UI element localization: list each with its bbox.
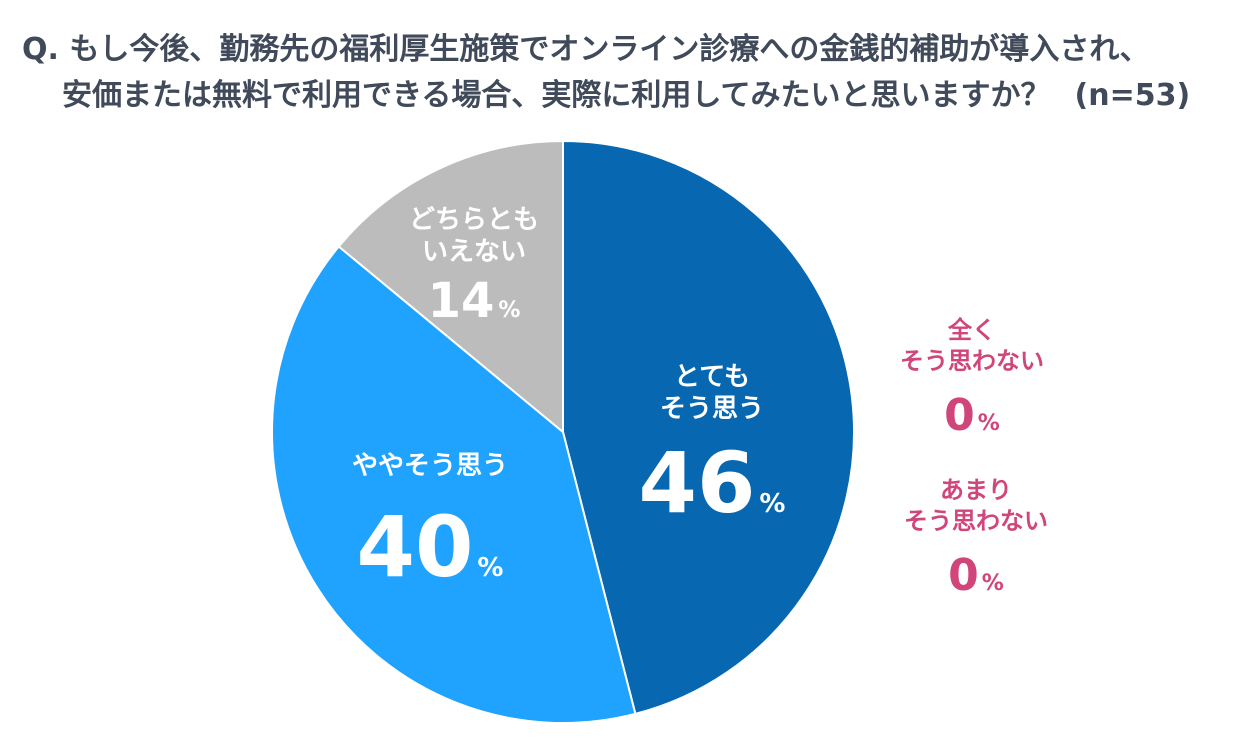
chart-title-question: 安価または無料で利用できる場合、実際に利用してみたいと思いますか？ (62, 78, 1051, 113)
zero-category-value-number-1: 0 (948, 550, 979, 601)
slice-value-1: 40% (357, 498, 504, 596)
zero-category-value-0: 0% (944, 390, 1000, 441)
slice-value-unit-0: % (759, 489, 785, 519)
slice-value-number-2: 14 (428, 273, 495, 329)
zero-category-label-0-line-0: 全く (947, 316, 996, 344)
slice-value-unit-1: % (477, 553, 503, 583)
zero-category-label-1-line-0: あまり (940, 476, 1012, 504)
slice-label-1-line-0: ややそう思う (352, 451, 508, 481)
chart-title-line-1: Q. もし今後、勤務先の福利厚生施策でオンライン診療への金銭的補助が導入され、 (22, 32, 1150, 67)
chart-title-line-2: 安価または無料で利用できる場合、実際に利用してみたいと思いますか？ (n=53) (62, 70, 1190, 114)
sample-size-label: (n=53) (1074, 78, 1191, 113)
pie-slice-2 (337, 139, 564, 435)
slice-label-2-line-1: いえない (422, 237, 526, 267)
zero-category-value-1: 0% (948, 550, 1004, 601)
pie-slice-0 (562, 139, 855, 716)
pie-slice-1 (271, 245, 637, 724)
zero-category-value-unit-1: % (982, 571, 1004, 596)
pie-slices (271, 139, 855, 724)
slice-label-0-line-1: そう思う (660, 394, 764, 424)
zero-category-value-number-0: 0 (944, 390, 975, 441)
slice-value-number-1: 40 (357, 498, 474, 596)
zero-category-label-1-line-1: そう思わない (904, 507, 1048, 535)
slice-label-2-line-0: どちらとも (409, 205, 539, 235)
zero-category-value-unit-0: % (978, 411, 1000, 436)
slice-value-0: 46% (639, 434, 786, 532)
slice-label-0-line-0: とても (674, 362, 750, 392)
slice-value-unit-2: % (498, 298, 520, 323)
zero-category-label-0-line-1: そう思わない (900, 347, 1044, 375)
slice-value-number-0: 46 (639, 434, 756, 532)
slice-value-2: 14% (428, 273, 521, 329)
